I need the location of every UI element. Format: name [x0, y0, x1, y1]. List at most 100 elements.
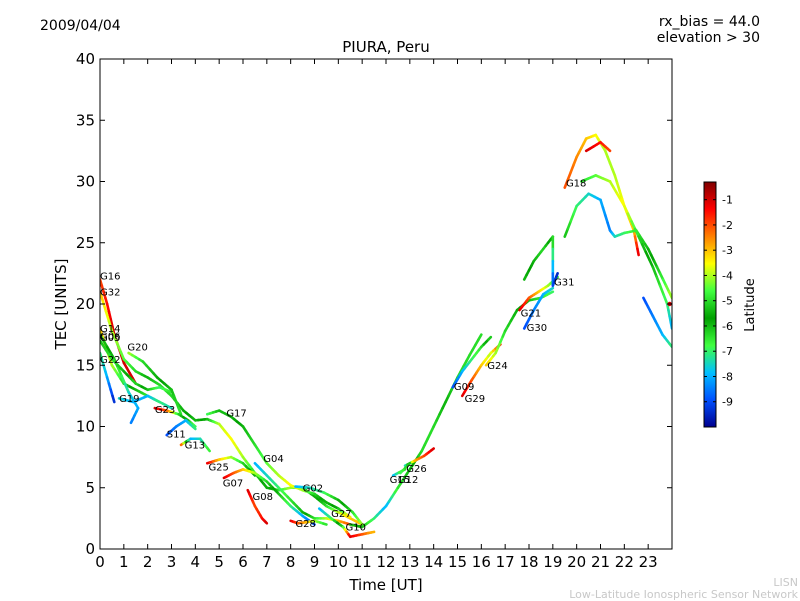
- x-tick-label: 15: [448, 553, 467, 571]
- x-tick-label: 3: [167, 553, 177, 571]
- satellite-label: G02: [303, 483, 323, 494]
- series-segment: [637, 249, 638, 255]
- series-g33: [586, 142, 610, 151]
- series-segment: [431, 449, 433, 451]
- satellite-label: G25: [208, 463, 228, 474]
- x-tick-label: 1: [119, 553, 129, 571]
- series-g18: [565, 135, 639, 255]
- colorbar-tick-label: -5: [722, 295, 733, 308]
- colorbar-tick-label: -8: [722, 370, 733, 383]
- colorbar-tick-label: -3: [722, 244, 733, 257]
- series-segment: [478, 335, 481, 340]
- satellite-label: G31: [554, 278, 574, 289]
- x-tick-label: 10: [329, 553, 348, 571]
- x-tick-label: 5: [214, 553, 224, 571]
- y-tick-label: 5: [85, 479, 95, 497]
- x-tick-label: 19: [543, 553, 562, 571]
- satellite-label: G07: [223, 479, 243, 490]
- series-segment: [266, 522, 267, 523]
- satellite-label: G12: [398, 475, 418, 486]
- satellite-label: G16: [100, 272, 120, 283]
- x-tick-label: 16: [472, 553, 491, 571]
- series-segment: [653, 267, 657, 276]
- series-segment: [157, 400, 160, 402]
- satellite-label: G13: [185, 441, 205, 452]
- series-g10: [350, 335, 481, 527]
- x-tick-label: 12: [376, 553, 395, 571]
- satellite-label: G21: [521, 308, 541, 319]
- chart-title: PIURA, Peru: [342, 38, 429, 56]
- x-tick-label: 21: [591, 553, 610, 571]
- series-segment: [207, 448, 209, 451]
- satellite-label: G28: [295, 519, 315, 530]
- y-tick-label: 40: [76, 50, 95, 68]
- x-axis-label: Time [UT]: [348, 576, 422, 594]
- satellite-label: G18: [566, 178, 586, 189]
- y-axis-label: TEC [UNITS]: [52, 259, 70, 351]
- satellite-label: G24: [487, 361, 507, 372]
- x-tick-label: 9: [310, 553, 320, 571]
- satellite-label: G04: [263, 454, 283, 465]
- x-tick-label: 4: [191, 553, 201, 571]
- x-tick-label: 7: [262, 553, 272, 571]
- network-credit-long: Low-Latitude Ionospheric Sensor Network: [569, 588, 798, 601]
- x-tick-label: 11: [353, 553, 372, 571]
- x-tick-label: 6: [238, 553, 248, 571]
- y-tick-label: 15: [76, 356, 95, 374]
- x-tick-label: 20: [567, 553, 586, 571]
- colorbar-tick-label: -6: [722, 320, 733, 333]
- x-tick-label: 8: [286, 553, 296, 571]
- series-segment: [657, 276, 661, 285]
- satellite-label: G10: [345, 523, 365, 534]
- colorbar-tick-label: -1: [722, 194, 733, 207]
- series-segment: [323, 524, 326, 525]
- series-segment: [131, 419, 133, 423]
- satellite-label: G27: [331, 509, 351, 520]
- series-segment: [371, 532, 374, 533]
- x-tick-label: 13: [400, 553, 419, 571]
- series-segment: [550, 288, 552, 290]
- y-tick-label: 20: [76, 295, 95, 313]
- series-segment: [608, 149, 610, 151]
- series-g01: [565, 194, 672, 298]
- series-segment: [664, 295, 668, 304]
- satellite-label: G19: [119, 394, 139, 405]
- satellite-label: G09: [454, 382, 474, 393]
- satellite-label: S11: [167, 430, 186, 441]
- colorbar-label: Latitude: [743, 278, 758, 332]
- satellite-label: G23: [155, 405, 175, 416]
- x-tick-label: 18: [519, 553, 538, 571]
- x-tick-label: 2: [143, 553, 153, 571]
- series-segment: [660, 286, 664, 295]
- y-tick-label: 30: [76, 173, 95, 191]
- colorbar-tick-label: -4: [722, 269, 733, 282]
- satellite-label: G05: [100, 333, 120, 344]
- series-segment: [488, 337, 490, 339]
- satellite-label: G32: [100, 287, 120, 298]
- x-tick-label: 17: [496, 553, 515, 571]
- series-segment: [113, 396, 115, 402]
- satellite-label: G26: [406, 464, 426, 475]
- colorbar-tick-label: -2: [722, 219, 733, 232]
- y-tick-label: 10: [76, 418, 95, 436]
- series-g31: [524, 237, 557, 286]
- x-tick-label: 23: [639, 553, 658, 571]
- plot-frame: [100, 59, 672, 549]
- colorbar-tick-label: -7: [722, 345, 733, 358]
- y-tick-label: 0: [85, 540, 95, 558]
- satellite-label: G20: [127, 343, 147, 354]
- series-segment: [550, 292, 553, 294]
- satellite-label: G08: [253, 492, 273, 503]
- satellite-label: G29: [465, 394, 485, 405]
- x-tick-label: 22: [615, 553, 634, 571]
- y-tick-label: 25: [76, 234, 95, 252]
- x-tick-label: 14: [424, 553, 443, 571]
- satellite-label: G17: [226, 409, 246, 420]
- satellite-label: G30: [527, 323, 547, 334]
- series-segment: [193, 427, 195, 429]
- y-tick-label: 35: [76, 111, 95, 129]
- colorbar-scale: [704, 182, 716, 427]
- x-tick-label: 0: [95, 553, 105, 571]
